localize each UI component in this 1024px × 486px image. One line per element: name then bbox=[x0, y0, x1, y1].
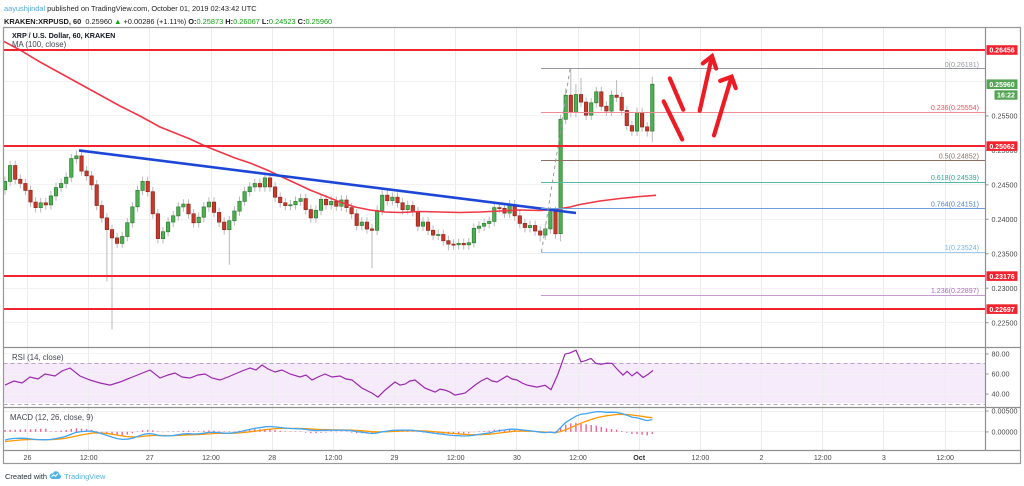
svg-text:0.236(0.25554): 0.236(0.25554) bbox=[931, 104, 979, 112]
svg-text:26: 26 bbox=[24, 454, 32, 462]
svg-text:12:00: 12:00 bbox=[692, 454, 710, 462]
svg-text:0.24500: 0.24500 bbox=[992, 180, 1018, 189]
svg-text:0.618(0.24539): 0.618(0.24539) bbox=[931, 174, 979, 182]
svg-text:0.00500: 0.00500 bbox=[992, 407, 1018, 416]
svg-text:28: 28 bbox=[268, 454, 276, 462]
svg-text:0.23500: 0.23500 bbox=[992, 249, 1018, 258]
svg-text:12:00: 12:00 bbox=[447, 454, 465, 462]
svg-text:12:00: 12:00 bbox=[936, 454, 954, 462]
svg-text:12:00: 12:00 bbox=[325, 454, 343, 462]
svg-text:1(0.23524): 1(0.23524) bbox=[945, 244, 979, 252]
svg-text:0.25960: 0.25960 bbox=[989, 82, 1014, 89]
svg-text:0.26456: 0.26456 bbox=[989, 48, 1014, 55]
svg-text:27: 27 bbox=[146, 454, 154, 462]
svg-text:0.24000: 0.24000 bbox=[992, 215, 1018, 224]
svg-text:0.25500: 0.25500 bbox=[992, 112, 1018, 121]
svg-text:3: 3 bbox=[882, 454, 886, 462]
svg-text:0.22500: 0.22500 bbox=[992, 318, 1018, 327]
svg-text:0.764(0.24151): 0.764(0.24151) bbox=[931, 201, 979, 209]
svg-text:12:00: 12:00 bbox=[202, 454, 220, 462]
svg-text:12:00: 12:00 bbox=[814, 454, 832, 462]
svg-text:2: 2 bbox=[760, 454, 764, 462]
svg-text:0.22697: 0.22697 bbox=[989, 307, 1014, 314]
svg-text:12:00: 12:00 bbox=[80, 454, 98, 462]
svg-text:0(0.26181): 0(0.26181) bbox=[945, 61, 979, 69]
svg-text:40.00: 40.00 bbox=[992, 390, 1010, 399]
svg-text:0.23176: 0.23176 bbox=[989, 274, 1014, 281]
svg-text:16:22: 16:22 bbox=[997, 92, 1015, 99]
svg-text:0.25062: 0.25062 bbox=[989, 144, 1014, 151]
svg-text:0.5(0.24852): 0.5(0.24852) bbox=[939, 152, 979, 160]
svg-text:80.00: 80.00 bbox=[992, 350, 1010, 359]
svg-text:0.23000: 0.23000 bbox=[992, 284, 1018, 293]
svg-text:12:00: 12:00 bbox=[569, 454, 587, 462]
svg-text:60.00: 60.00 bbox=[992, 370, 1010, 379]
svg-text:29: 29 bbox=[391, 454, 399, 462]
svg-text:30: 30 bbox=[513, 454, 521, 462]
svg-text:1.236(0.22897): 1.236(0.22897) bbox=[931, 287, 979, 295]
svg-text:Oct: Oct bbox=[633, 454, 645, 462]
svg-text:0.00000: 0.00000 bbox=[992, 428, 1018, 437]
